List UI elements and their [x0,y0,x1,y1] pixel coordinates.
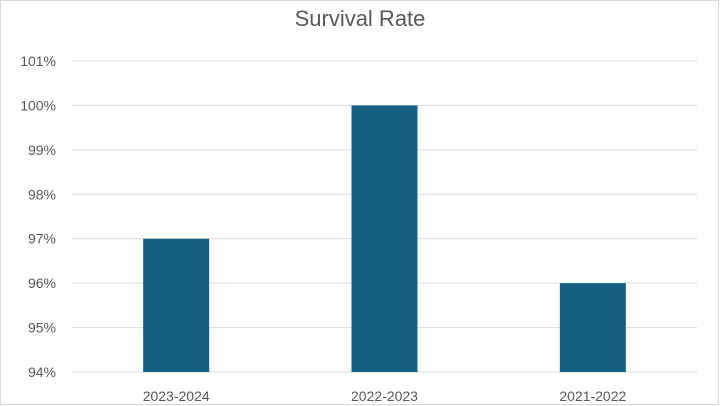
y-axis-tick-labels: 94% 95% 96% 97% 98% 99% 100% 101% [20,53,56,380]
x-tick-label: 2022-2023 [351,388,418,404]
x-axis-tick-labels: 2023-2024 2022-2023 2021-2022 [143,388,627,404]
x-tick-label: 2023-2024 [143,388,210,404]
bar-2021-2022 [559,283,626,372]
y-tick-label: 100% [20,97,56,113]
y-tick-label: 99% [28,142,56,158]
bars [143,105,626,372]
y-tick-label: 98% [28,186,56,202]
bar-2022-2023 [351,105,418,372]
y-tick-label: 96% [28,275,56,291]
x-tick-label: 2021-2022 [559,388,626,404]
y-tick-label: 101% [20,53,56,69]
y-tick-label: 95% [28,320,56,336]
bar-2023-2024 [143,238,210,372]
y-tick-label: 94% [28,364,56,380]
y-tick-label: 97% [28,231,56,247]
chart-title: Survival Rate [294,6,426,31]
